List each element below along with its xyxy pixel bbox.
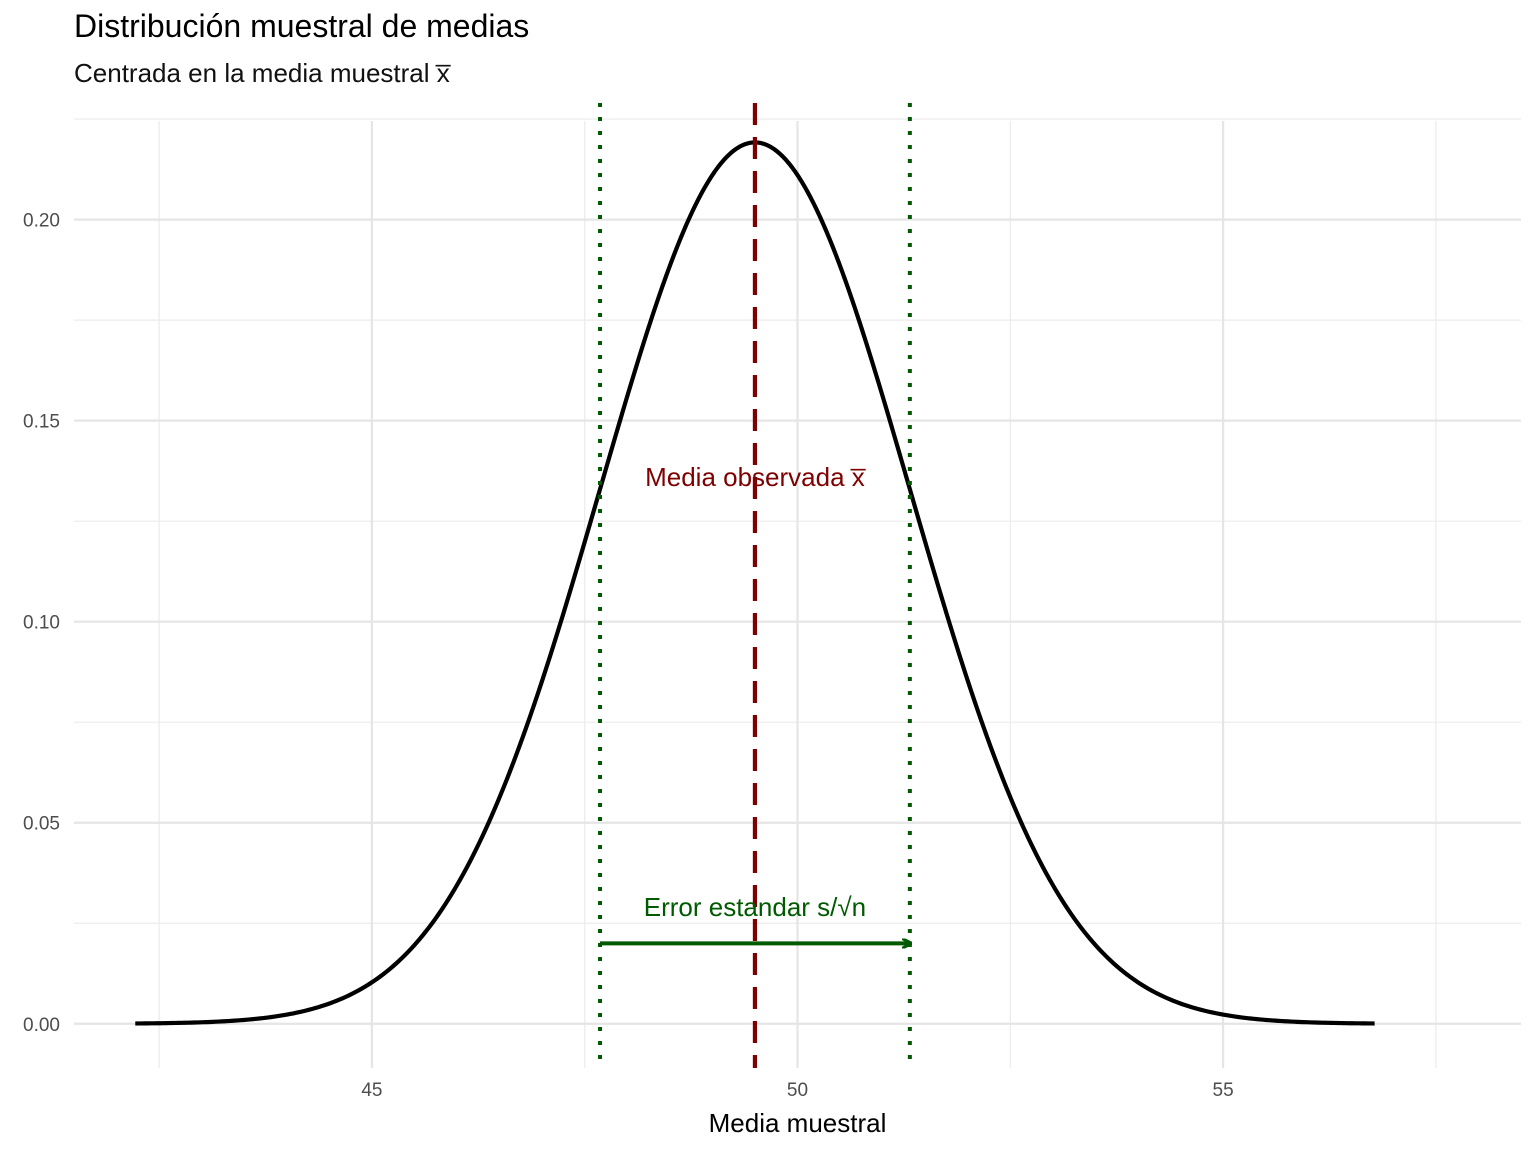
axis-ticks: 45 50 55 0.00 0.05 0.10 0.15 0.20 Media muestral bbox=[23, 211, 1234, 1138]
x-tick-label: 50 bbox=[787, 1080, 808, 1101]
y-tick-label: 0.05 bbox=[23, 814, 60, 835]
x-tick-label: 55 bbox=[1213, 1080, 1234, 1101]
mean-annotation: Media observada x̅ bbox=[645, 462, 866, 492]
x-axis-label: Media muestral bbox=[709, 1108, 887, 1138]
grid bbox=[74, 118, 1521, 1068]
annotations: Media observada x̅ Error estandar s/√n bbox=[644, 462, 866, 922]
chart-subtitle: Centrada en la media muestral x̅ bbox=[74, 58, 450, 88]
se-annotation: Error estandar s/√n bbox=[644, 892, 866, 922]
y-tick-label: 0.10 bbox=[23, 613, 60, 634]
y-tick-label: 0.15 bbox=[23, 412, 60, 433]
chart-title: Distribución muestral de medias bbox=[74, 8, 530, 44]
y-tick-label: 0.20 bbox=[23, 211, 60, 232]
x-tick-label: 45 bbox=[361, 1080, 382, 1101]
y-tick-label: 0.00 bbox=[23, 1015, 60, 1036]
series bbox=[135, 103, 1375, 1068]
